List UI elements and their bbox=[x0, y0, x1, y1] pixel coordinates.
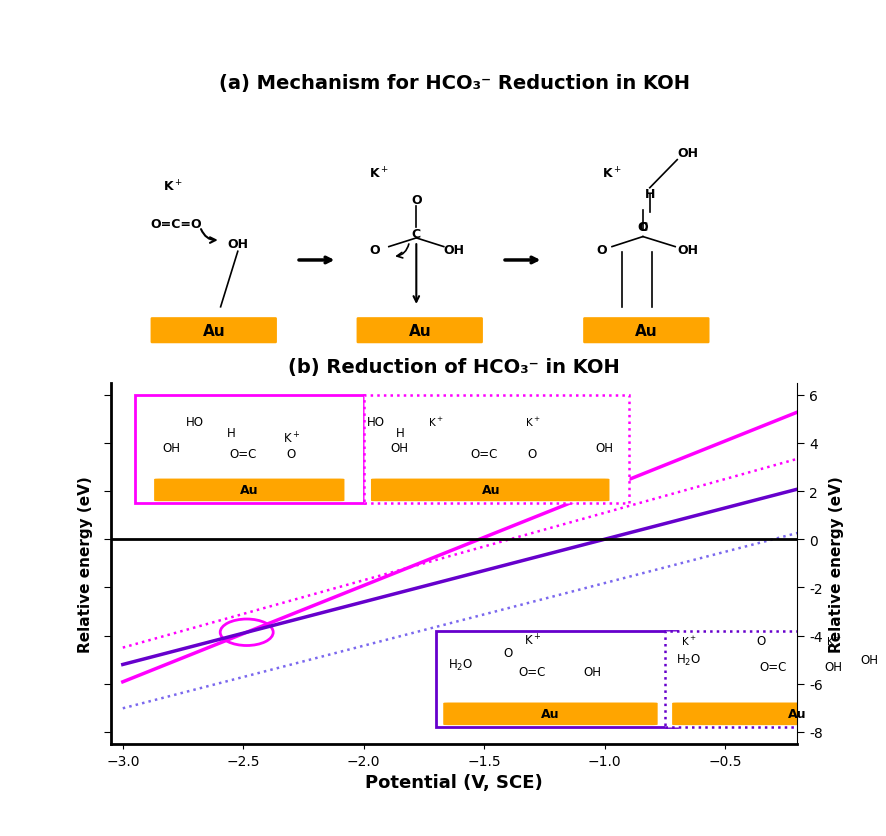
Text: OH: OH bbox=[391, 441, 408, 455]
Text: K$^+$: K$^+$ bbox=[524, 633, 541, 648]
FancyBboxPatch shape bbox=[672, 703, 886, 726]
Text: OH: OH bbox=[444, 244, 464, 257]
Text: O=C: O=C bbox=[470, 448, 498, 461]
Text: K$^+$: K$^+$ bbox=[369, 166, 388, 181]
FancyBboxPatch shape bbox=[443, 703, 657, 726]
Text: O=C: O=C bbox=[759, 660, 787, 674]
Text: C: C bbox=[638, 221, 648, 234]
Text: Au: Au bbox=[789, 707, 806, 721]
Text: H: H bbox=[395, 426, 404, 439]
Text: K$^+$: K$^+$ bbox=[163, 180, 183, 195]
Text: O: O bbox=[638, 221, 649, 234]
Text: OH: OH bbox=[677, 244, 698, 257]
Text: Au: Au bbox=[408, 324, 431, 339]
Text: H$_2$O: H$_2$O bbox=[447, 657, 473, 672]
Text: K$^+$: K$^+$ bbox=[428, 415, 444, 428]
Text: O: O bbox=[503, 646, 513, 659]
Text: Au: Au bbox=[635, 324, 657, 339]
Text: OH: OH bbox=[595, 441, 614, 455]
Y-axis label: Relative energy (eV): Relative energy (eV) bbox=[828, 476, 843, 652]
Text: Au: Au bbox=[240, 484, 259, 497]
Text: K$^+$: K$^+$ bbox=[602, 166, 622, 181]
Text: OH: OH bbox=[677, 147, 698, 161]
Text: K$^+$: K$^+$ bbox=[826, 634, 842, 647]
Text: K$^+$: K$^+$ bbox=[525, 415, 540, 428]
Text: OH: OH bbox=[228, 237, 248, 251]
Text: OH: OH bbox=[825, 660, 843, 674]
Text: HO: HO bbox=[186, 415, 204, 428]
Y-axis label: Relative energy (eV): Relative energy (eV) bbox=[78, 476, 93, 652]
Text: H: H bbox=[645, 187, 655, 201]
Text: O=C: O=C bbox=[518, 665, 546, 678]
Text: C: C bbox=[412, 227, 421, 241]
Text: O: O bbox=[528, 448, 537, 461]
Text: O=C=O: O=C=O bbox=[150, 217, 202, 231]
FancyBboxPatch shape bbox=[371, 479, 610, 502]
Text: O: O bbox=[287, 448, 296, 461]
Text: Au: Au bbox=[482, 484, 501, 497]
Text: Au: Au bbox=[541, 707, 560, 721]
Text: O: O bbox=[369, 244, 380, 257]
FancyBboxPatch shape bbox=[664, 631, 886, 727]
Text: Au: Au bbox=[202, 324, 225, 339]
Text: OH: OH bbox=[584, 665, 602, 678]
FancyBboxPatch shape bbox=[364, 395, 629, 503]
FancyBboxPatch shape bbox=[135, 395, 364, 503]
FancyBboxPatch shape bbox=[151, 318, 277, 344]
Text: O=C: O=C bbox=[229, 448, 257, 461]
FancyBboxPatch shape bbox=[583, 318, 710, 344]
Text: K$^+$: K$^+$ bbox=[283, 431, 300, 446]
Text: K$^+$: K$^+$ bbox=[681, 634, 696, 647]
Title: (a) Mechanism for HCO₃⁻ Reduction in KOH: (a) Mechanism for HCO₃⁻ Reduction in KOH bbox=[219, 74, 689, 94]
Text: O: O bbox=[411, 194, 422, 207]
Text: O: O bbox=[596, 244, 607, 257]
Text: OH: OH bbox=[860, 654, 879, 666]
FancyBboxPatch shape bbox=[356, 318, 483, 344]
X-axis label: Potential (V, SCE): Potential (V, SCE) bbox=[365, 773, 543, 791]
Text: H$_2$O: H$_2$O bbox=[676, 652, 702, 667]
Text: HO: HO bbox=[367, 415, 385, 428]
FancyBboxPatch shape bbox=[436, 631, 677, 727]
Title: (b) Reduction of HCO₃⁻ in KOH: (b) Reduction of HCO₃⁻ in KOH bbox=[288, 357, 620, 376]
FancyBboxPatch shape bbox=[154, 479, 345, 502]
Text: OH: OH bbox=[162, 441, 180, 455]
Text: O: O bbox=[757, 635, 766, 647]
Text: H: H bbox=[227, 426, 236, 439]
